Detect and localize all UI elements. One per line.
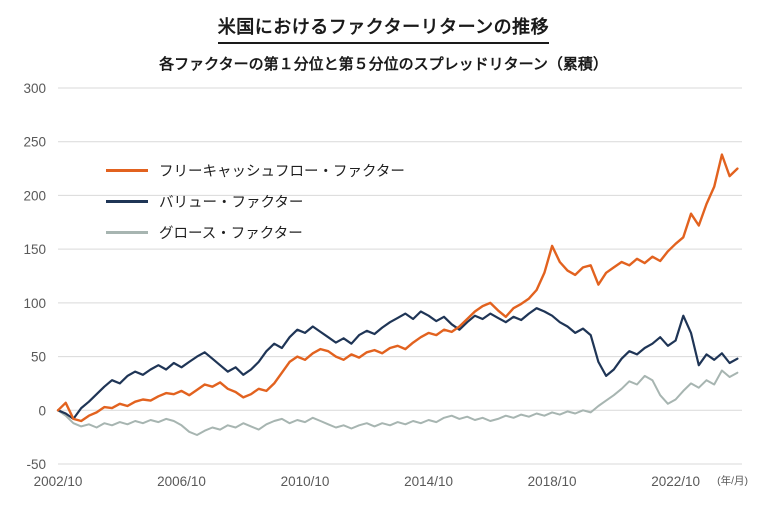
series-line-fcf — [56, 153, 739, 423]
y-tick-label: 300 — [23, 81, 46, 96]
axis-unit-note: (年/月) — [717, 474, 748, 487]
y-tick-label: 0 — [38, 403, 46, 418]
series-line-growth — [57, 369, 739, 436]
value-line-swatch — [106, 200, 148, 203]
x-tick-label: 2022/10 — [651, 474, 700, 489]
y-tick-label: 200 — [23, 188, 46, 203]
legend-item-growth: グロース・ファクター — [106, 222, 405, 243]
legend-label-fcf: フリーキャッシュフロー・ファクター — [159, 164, 405, 180]
y-tick-label: -50 — [26, 457, 46, 472]
legend-item-value: バリュー・ファクター — [106, 191, 405, 212]
x-tick-label: 2002/10 — [34, 474, 83, 489]
x-tick-label: 2018/10 — [528, 474, 577, 489]
legend-label-growth: グロース・ファクター — [159, 226, 303, 242]
growth-line-swatch — [106, 231, 148, 234]
chart-subtitle: 各ファクターの第１分位と第５分位のスプレッドリターン（累積） — [159, 56, 608, 73]
series-line-value — [56, 307, 739, 420]
x-tick-label: 2006/10 — [157, 474, 206, 489]
title-wrap: 米国におけるファクターリターンの推移 — [0, 0, 767, 44]
legend-item-fcf: フリーキャッシュフロー・ファクター — [106, 160, 405, 181]
line-chart: 300 250 200 150 100 50 0 -50 2002/10 2006/10 2010/… — [23, 81, 748, 489]
chart-legend: フリーキャッシュフロー・ファクター バリュー・ファクター グロース・ファクター — [106, 160, 405, 243]
x-tick-label: 2014/10 — [404, 474, 453, 489]
legend-label-value: バリュー・ファクター — [159, 195, 304, 211]
fcf-line-swatch — [106, 169, 148, 172]
y-tick-label: 150 — [23, 242, 46, 257]
x-tick-label: 2010/10 — [281, 474, 330, 489]
y-tick-label: 250 — [23, 135, 46, 150]
page-title: 米国におけるファクターリターンの推移 — [217, 13, 550, 44]
y-tick-label: 50 — [31, 350, 46, 365]
y-tick-label: 100 — [23, 296, 46, 311]
